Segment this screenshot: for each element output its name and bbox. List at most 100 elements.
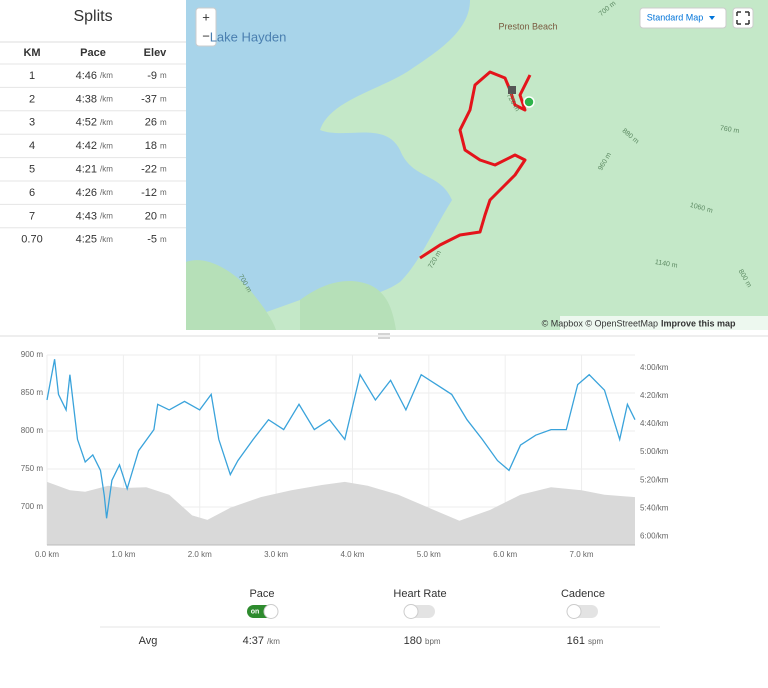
- toggle-knob: [566, 604, 582, 619]
- column-header: KM: [23, 47, 40, 59]
- split-elev: 26: [145, 117, 157, 129]
- split-pace-unit: /km: [100, 188, 113, 197]
- toggle-label: Cadence: [561, 588, 605, 600]
- split-pace: 4:38: [76, 93, 97, 105]
- x-tick-label: 5.0 km: [417, 550, 441, 559]
- attribution-bg: [560, 316, 768, 330]
- x-tick-label: 7.0 km: [570, 550, 594, 559]
- split-pace-unit: /km: [100, 235, 113, 244]
- y-tick-label: 800 m: [21, 426, 44, 435]
- split-pace: 4:52: [76, 117, 97, 129]
- elevation-area: [47, 481, 635, 545]
- split-pace-unit: /km: [100, 95, 113, 104]
- split-elev: 18: [145, 140, 157, 152]
- avg-unit: spm: [588, 637, 603, 646]
- y2-tick-label: 4:00/km: [640, 363, 669, 372]
- route: [419, 70, 532, 260]
- avg-value: 180: [404, 635, 422, 647]
- toggle-label: Pace: [249, 588, 274, 600]
- split-elev-unit: m: [160, 235, 167, 244]
- split-elev: -12: [141, 187, 157, 199]
- y2-tick-label: 5:40/km: [640, 504, 669, 513]
- split-elev-unit: m: [160, 212, 167, 221]
- split-pace-unit: /km: [100, 71, 113, 80]
- split-elev-unit: m: [160, 118, 167, 127]
- split-km: 0.70: [21, 234, 42, 246]
- split-pace-unit: /km: [100, 141, 113, 150]
- split-elev-unit: m: [160, 141, 167, 150]
- split-pace: 4:46: [76, 70, 97, 82]
- zoom-control: [195, 7, 217, 47]
- avg-value: 4:37: [243, 635, 264, 647]
- y-tick-label: 750 m: [21, 464, 44, 473]
- attribution: © Mapbox © OpenStreetMap: [542, 318, 658, 328]
- y-tick-label: 850 m: [21, 388, 44, 397]
- peninsula: [186, 260, 276, 330]
- dropdown-caret: [709, 16, 715, 20]
- toggle-knob: [403, 604, 419, 619]
- lake: [186, 0, 470, 330]
- start-marker: [523, 96, 535, 108]
- shore: [300, 280, 396, 330]
- x-tick-label: 3.0 km: [264, 550, 288, 559]
- split-pace-unit: /km: [100, 212, 113, 221]
- zoom-in[interactable]: +: [202, 9, 210, 24]
- split-elev: -5: [147, 234, 157, 246]
- fullscreen-icon: [736, 11, 750, 25]
- split-pace: 4:26: [76, 187, 97, 199]
- finish-marker: [508, 86, 516, 94]
- split-km: 1: [29, 70, 35, 82]
- column-header: Pace: [80, 47, 106, 59]
- style-button-bg[interactable]: [639, 7, 727, 29]
- toggle-knob: [263, 604, 279, 619]
- x-tick-label: 2.0 km: [188, 550, 212, 559]
- contour-label: 1140 m: [654, 259, 678, 270]
- split-km: 6: [29, 187, 35, 199]
- split-km: 7: [29, 210, 35, 222]
- splits-panel: [0, 0, 186, 330]
- avg-unit: /km: [267, 637, 280, 646]
- split-elev-unit: m: [160, 188, 167, 197]
- avg-unit: bpm: [425, 637, 441, 646]
- fullscreen-button[interactable]: [732, 7, 754, 29]
- splits-title: Splits: [73, 8, 112, 25]
- y-tick-label: 700 m: [21, 502, 44, 511]
- split-pace-unit: /km: [100, 118, 113, 127]
- split-elev: 20: [145, 210, 157, 222]
- x-tick-label: 4.0 km: [340, 550, 364, 559]
- chart: 0.0 km 1.0 km 2.0 km 3.0 km 4.0 km 5.0 km 6.0 …: [21, 350, 669, 559]
- split-pace: 4:42: [76, 140, 97, 152]
- avg-label: Avg: [139, 635, 158, 647]
- split-km: 2: [29, 93, 35, 105]
- y2-tick-label: 6:00/km: [640, 532, 669, 541]
- split-km: 4: [29, 140, 35, 152]
- split-elev: -22: [141, 164, 157, 176]
- split-elev-unit: m: [160, 71, 167, 80]
- split-pace: 4:21: [76, 164, 97, 176]
- improve-map-link[interactable]: Improve this map: [661, 318, 736, 328]
- zoom-out[interactable]: −: [202, 28, 210, 43]
- split-elev-unit: m: [160, 95, 167, 104]
- toggle-state: on: [251, 608, 260, 615]
- y2-tick-label: 5:00/km: [640, 447, 669, 456]
- toggle-label: Heart Rate: [393, 588, 446, 600]
- y2-tick-label: 5:20/km: [640, 475, 669, 484]
- y2-tick-label: 4:20/km: [640, 391, 669, 400]
- split-elev: -37: [141, 93, 157, 105]
- pace-line: [46, 359, 636, 519]
- split-pace-unit: /km: [100, 165, 113, 174]
- lake-label: Lake Hayden: [210, 29, 287, 44]
- y-tick-label: 900 m: [21, 350, 44, 359]
- y2-tick-label: 4:40/km: [640, 419, 669, 428]
- split-pace: 4:43: [76, 210, 97, 222]
- x-tick-label: 0.0 km: [35, 550, 59, 559]
- map-style-button[interactable]: Standard Map: [647, 12, 704, 22]
- split-elev: -9: [147, 70, 157, 82]
- split-pace: 4:25: [76, 234, 97, 246]
- avg-value: 161: [567, 635, 585, 647]
- place-label: Preston Beach: [498, 21, 557, 31]
- contour-label: 760 m: [719, 125, 740, 135]
- split-elev-unit: m: [160, 165, 167, 174]
